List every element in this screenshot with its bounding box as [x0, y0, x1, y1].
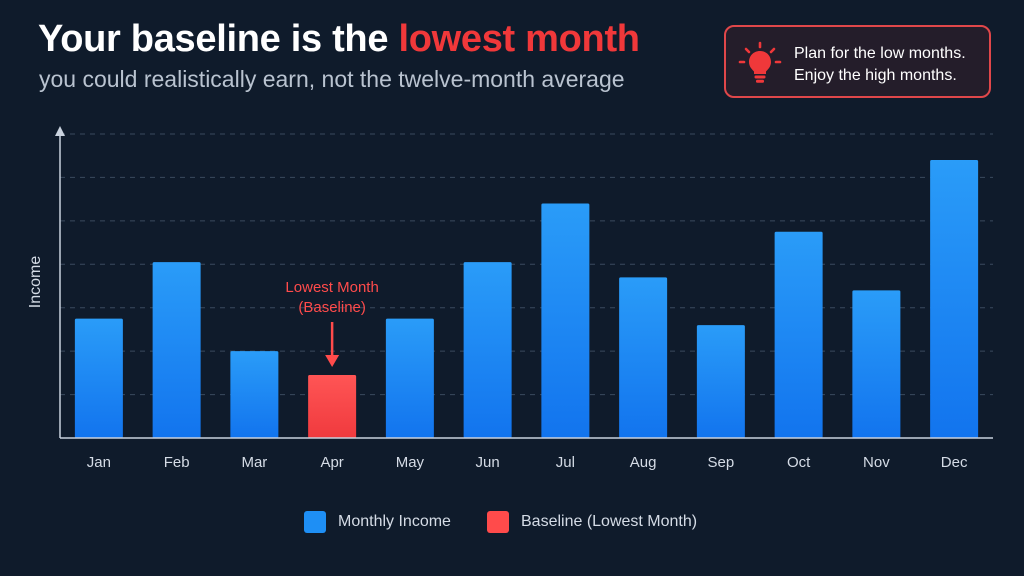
y-axis-arrow-icon: [55, 126, 65, 136]
bar-aug: [619, 277, 668, 438]
legend-swatch-red: [487, 511, 509, 533]
baseline-annotation: Lowest Month (Baseline): [285, 279, 379, 368]
x-tick-jan: Jan: [87, 454, 111, 471]
x-tick-may: May: [396, 454, 425, 471]
x-tick-jun: Jun: [476, 454, 500, 471]
legend-swatch-blue: [304, 511, 326, 533]
bar-mar: [230, 351, 279, 438]
callout-text: Plan for the low months. Enjoy the high …: [794, 43, 966, 87]
title-highlight: lowest month: [398, 18, 640, 60]
x-tick-mar: Mar: [241, 454, 267, 471]
x-tick-labels: Jan Feb Mar Apr May Jun Jul Aug Sep Oct Nov Dec: [87, 454, 968, 471]
x-tick-nov: Nov: [863, 454, 890, 471]
x-tick-oct: Oct: [787, 454, 811, 471]
x-tick-dec: Dec: [941, 454, 968, 471]
x-tick-aug: Aug: [630, 454, 657, 471]
bar-feb: [152, 262, 201, 438]
legend-item-monthly-income: Monthly Income: [304, 511, 451, 533]
x-tick-sep: Sep: [708, 454, 735, 471]
bar-jan: [74, 318, 123, 438]
x-tick-jul: Jul: [556, 454, 575, 471]
bar-dec: [930, 160, 979, 439]
bar-jun: [463, 262, 512, 438]
legend-label-monthly-income: Monthly Income: [338, 513, 451, 530]
y-axis-label: Income: [27, 256, 44, 309]
title-prefix: Your baseline is the: [38, 18, 399, 60]
legend: Monthly Income Baseline (Lowest Month): [0, 511, 1024, 535]
legend-label-baseline: Baseline (Lowest Month): [521, 513, 698, 530]
bar-jul: [541, 203, 590, 438]
callout-line-1: Plan for the low months.: [794, 45, 966, 62]
bar-oct: [774, 231, 823, 438]
subtitle: you could realistically earn, not the tw…: [39, 66, 625, 92]
annotation-arrow-down-icon: [325, 355, 340, 368]
legend-item-baseline: Baseline (Lowest Month): [487, 511, 697, 533]
bar-baseline-apr: [308, 375, 357, 438]
tip-callout: Plan for the low months. Enjoy the high …: [724, 25, 991, 98]
lightbulb-icon: [738, 41, 782, 83]
bar-may: [385, 318, 434, 438]
page-title: Your baseline is the lowest month: [38, 18, 640, 61]
bar-nov: [852, 290, 901, 438]
x-tick-apr: Apr: [320, 454, 343, 471]
annotation-line-2: (Baseline): [298, 299, 366, 316]
x-tick-feb: Feb: [164, 454, 190, 471]
bars: [74, 160, 979, 439]
callout-line-2: Enjoy the high months.: [794, 67, 957, 84]
bar-sep: [696, 325, 745, 438]
annotation-line-1: Lowest Month: [285, 279, 378, 296]
